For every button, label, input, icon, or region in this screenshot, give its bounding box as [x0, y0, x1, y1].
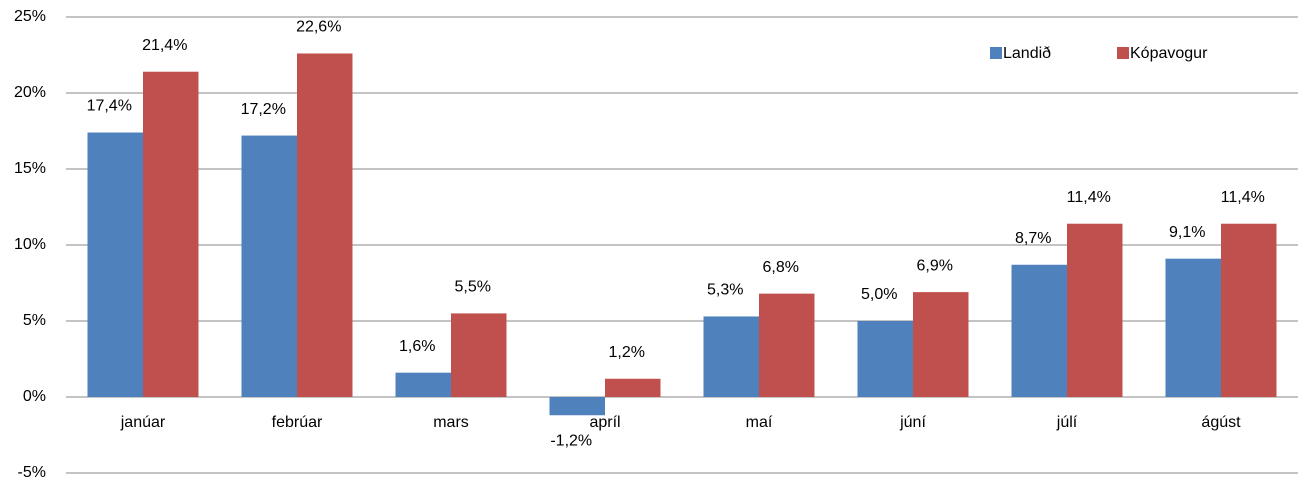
data-label: 1,2% [609, 344, 645, 361]
bar [451, 313, 507, 397]
data-label: 8,7% [1015, 230, 1051, 247]
x-tick-label: maí [746, 414, 773, 431]
x-tick-label: mars [433, 414, 469, 431]
bar [297, 53, 353, 397]
bar [1067, 223, 1123, 397]
legend-label: Landið [1003, 45, 1051, 62]
bar [703, 316, 759, 397]
y-tick-label: 20% [14, 84, 46, 101]
x-tick-label: júní [899, 414, 926, 431]
legend-swatch [990, 47, 1002, 59]
data-label: 11,4% [1221, 189, 1265, 206]
x-tick-label: apríl [589, 414, 620, 431]
bar [395, 372, 451, 397]
bar [759, 293, 815, 397]
bar [87, 132, 143, 397]
bar [1165, 258, 1221, 397]
bar [913, 292, 969, 397]
data-label: 21,4% [142, 37, 187, 54]
data-label: 6,9% [917, 257, 953, 274]
data-label: 1,6% [399, 338, 435, 355]
y-tick-label: 0% [23, 388, 46, 405]
data-label: 9,1% [1169, 224, 1205, 241]
data-label: -1,2% [550, 432, 592, 449]
y-tick-label: -5% [18, 464, 46, 481]
data-label: 17,2% [241, 101, 286, 118]
x-tick-label: febrúar [272, 414, 323, 431]
x-tick-label: janúar [120, 414, 166, 431]
bar [857, 321, 913, 397]
data-label: 5,5% [455, 279, 491, 296]
y-tick-label: 25% [14, 8, 46, 25]
bar [549, 397, 605, 416]
bar [1011, 264, 1067, 397]
legend-swatch [1117, 47, 1129, 59]
x-tick-label: júlí [1056, 414, 1078, 431]
bar [143, 71, 199, 397]
data-label: 6,8% [763, 259, 799, 276]
data-label: 22,6% [296, 19, 341, 36]
data-label: 11,4% [1067, 189, 1111, 206]
y-tick-label: 15% [14, 160, 46, 177]
data-label: 17,4% [87, 98, 132, 115]
data-label: 5,3% [707, 282, 743, 299]
legend-label: Kópavogur [1130, 45, 1208, 62]
data-label: 5,0% [861, 286, 897, 303]
bar [605, 378, 661, 397]
bar [241, 135, 297, 397]
bar [1221, 223, 1277, 397]
y-tick-label: 10% [14, 236, 46, 253]
y-tick-label: 5% [23, 312, 46, 329]
x-tick-label: ágúst [1201, 414, 1241, 431]
